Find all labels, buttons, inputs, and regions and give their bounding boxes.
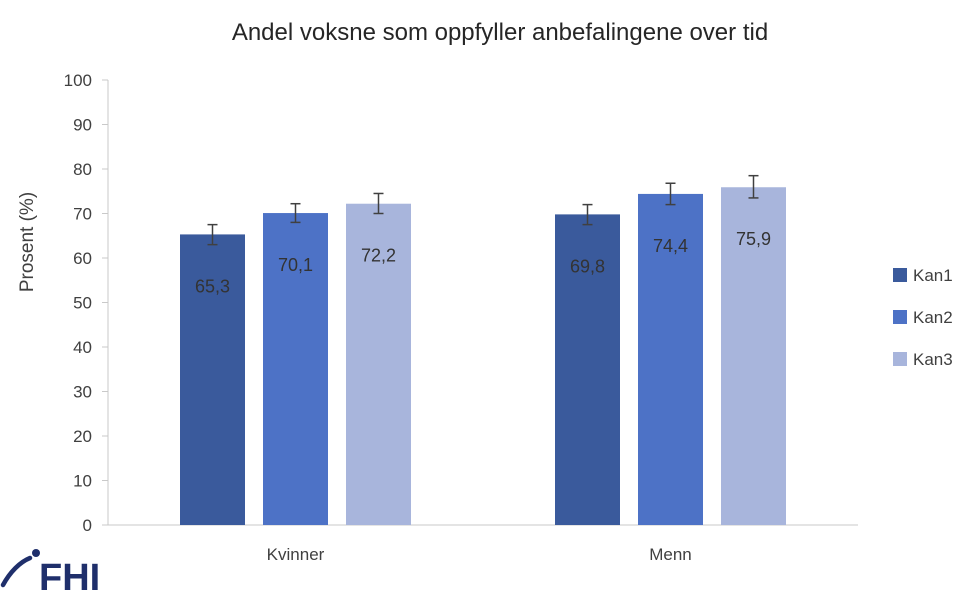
y-tick-label: 90: [73, 116, 92, 135]
legend-swatch: [893, 268, 907, 282]
data-label: 74,4: [653, 236, 688, 256]
x-tick-label: Kvinner: [267, 545, 325, 564]
y-tick-label: 40: [73, 338, 92, 357]
y-axis-title: Prosent (%): [17, 192, 38, 292]
x-axis: Kvinner Menn: [267, 545, 692, 564]
data-label: 69,8: [570, 256, 605, 276]
y-tick-label: 60: [73, 249, 92, 268]
data-label: 70,1: [278, 255, 313, 275]
y-tick-label: 0: [83, 516, 92, 535]
data-label: 65,3: [195, 276, 230, 296]
fhi-logo-mark-icon: [0, 555, 33, 588]
y-tick-label: 30: [73, 383, 92, 402]
fhi-logo-dot-icon: [32, 549, 40, 557]
legend-label: Kan3: [913, 350, 953, 369]
bar: [638, 193, 703, 526]
legend-label: Kan2: [913, 308, 953, 327]
x-tick-label: Menn: [649, 545, 692, 564]
bar: [180, 234, 245, 526]
bar: [555, 214, 620, 525]
legend-label: Kan1: [913, 266, 953, 285]
chart-title: Andel voksne som oppfyller anbefalingene…: [232, 19, 768, 46]
y-tick-label: 20: [73, 427, 92, 446]
bar: [346, 203, 411, 525]
y-tick-label: 70: [73, 205, 92, 224]
y-tick-label: 80: [73, 160, 92, 179]
legend-swatch: [893, 352, 907, 366]
y-tick-label: 100: [64, 71, 92, 90]
legend-swatch: [893, 310, 907, 324]
fhi-logo: FHI: [0, 549, 100, 599]
data-label: 72,2: [361, 246, 396, 266]
fhi-logo-text: FHI: [39, 557, 100, 598]
legend: Kan1 Kan2 Kan3: [893, 266, 953, 369]
y-tick-label: 10: [73, 472, 92, 491]
bars: 65,3 70,1 72,2 69,8 74,4 75,9: [180, 174, 786, 526]
data-label: 75,9: [736, 229, 771, 249]
bar: [263, 213, 328, 525]
bar: [721, 187, 786, 525]
y-tick-label: 50: [73, 294, 92, 313]
y-axis: 0 10 20 30 40 50 60 70 80 90 100: [64, 71, 108, 535]
